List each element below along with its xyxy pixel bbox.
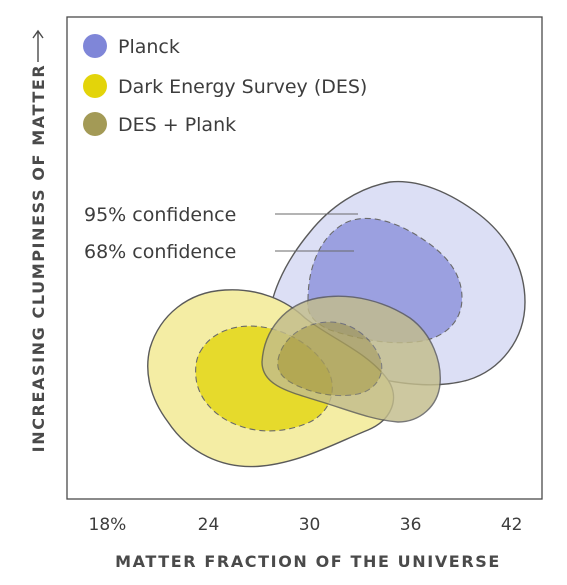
x-tick-label: 30 xyxy=(299,515,321,535)
y-axis-arrow-head xyxy=(32,29,44,39)
legend-label-des: Dark Energy Survey (DES) xyxy=(118,76,367,98)
annotation-95-confidence: 95% confidence xyxy=(84,204,236,226)
y-axis-title-group: INCREASING CLUMPINESS OF MATTER xyxy=(29,64,48,453)
x-tick-label: 36 xyxy=(400,515,422,535)
y-axis-title: INCREASING CLUMPINESS OF MATTER xyxy=(29,64,48,453)
annotation-68-confidence: 68% confidence xyxy=(84,241,236,263)
y-axis-arrow xyxy=(32,29,44,62)
legend-swatch-des xyxy=(83,74,107,98)
x-tick-label: 24 xyxy=(198,515,220,535)
legend-label-planck: Planck xyxy=(118,36,180,58)
x-tick-label: 18% xyxy=(89,515,127,535)
legend-label-des-plank: DES + Plank xyxy=(118,114,236,136)
plot-frame xyxy=(66,16,543,500)
legend: Planck Dark Energy Survey (DES) DES + Pl… xyxy=(83,34,367,136)
legend-swatch-planck xyxy=(83,34,107,58)
x-axis-title: MATTER FRACTION OF THE UNIVERSE xyxy=(115,552,501,571)
legend-swatch-des-plank xyxy=(83,112,107,136)
x-tick-labels: 18% 24 30 36 42 xyxy=(89,515,523,535)
contour-layer xyxy=(147,180,526,468)
contour-group-des-plank xyxy=(261,295,441,423)
x-tick-label: 42 xyxy=(501,515,523,535)
contour-des-plank-68 xyxy=(277,321,383,397)
